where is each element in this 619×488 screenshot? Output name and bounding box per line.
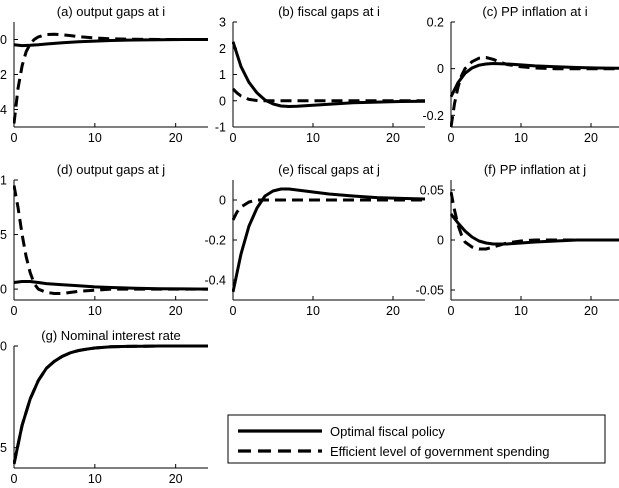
panel-f: (f) PP inflation at j0 10 200.050-0.05 — [416, 162, 619, 318]
panel-title: (a) output gaps at i — [57, 4, 166, 19]
panel-title: (b) fiscal gaps at i — [278, 4, 380, 19]
series-line-efficient — [450, 191, 619, 251]
y-tick-label: 0 — [0, 340, 7, 354]
series-line-efficient — [13, 32, 208, 124]
y-tick-label: 0 — [437, 234, 444, 248]
y-tick-label: 0.05 — [0, 228, 7, 242]
series-line-efficient — [232, 198, 425, 221]
y-tick-label: -0.4 — [0, 103, 7, 117]
x-tick-label: 0 — [11, 304, 18, 318]
series-line-optimal — [13, 38, 208, 48]
x-tick-label: 10 — [88, 472, 102, 486]
panel-title: (c) PP inflation at i — [482, 4, 587, 19]
series-line-optimal — [232, 187, 426, 293]
y-tick-label: 0 — [0, 283, 7, 297]
legend-label-optimal: Optimal fiscal policy — [330, 424, 445, 439]
y-tick-label: 1 — [219, 68, 226, 82]
y-tick-label: -0.4 — [204, 274, 226, 288]
x-tick-label: 10 — [306, 131, 320, 145]
panel-a: (a) output gaps at i 0 10 20 0 -0.2 -0.4 — [0, 4, 208, 145]
legend-label-efficient: Efficient level of government spending — [330, 444, 549, 459]
y-tick-label: 0 — [219, 94, 226, 108]
y-tick-label: 3 — [219, 16, 226, 30]
series-line-optimal — [13, 344, 208, 465]
x-tick-label: 20 — [386, 131, 400, 145]
x-tick-label: 0 — [11, 131, 18, 145]
x-tick-label: 10 — [514, 131, 528, 145]
series-line-efficient — [13, 344, 208, 465]
y-tick-label: -0.2 — [0, 68, 7, 82]
y-tick-label: -0.2 — [204, 234, 226, 248]
panel-d: (d) output gaps at j 0 10 20 0.1 0.05 0 — [0, 162, 209, 318]
panel-title: (f) PP inflation at j — [484, 162, 586, 177]
y-tick-label: 0 — [219, 194, 226, 208]
y-tick-label: 0.2 — [427, 16, 444, 30]
x-tick-label: 0 — [448, 304, 455, 318]
legend: Optimal fiscal policy Efficient level of… — [227, 414, 606, 464]
series-line-efficient — [13, 185, 208, 295]
x-tick-label: 0 — [230, 304, 237, 318]
x-tick-label: 0 — [11, 472, 18, 486]
y-tick-label: -0.05 — [416, 284, 445, 298]
legend-frame — [227, 414, 606, 464]
series-line-optimal — [232, 41, 426, 108]
x-tick-label: 10 — [306, 304, 320, 318]
x-tick-label: 0 — [448, 131, 455, 145]
series-line-efficient — [232, 87, 425, 103]
x-tick-label: 10 — [514, 304, 528, 318]
y-tick-label: 0.1 — [0, 174, 7, 188]
x-tick-label: 20 — [169, 304, 183, 318]
y-tick-label: -0.2 — [422, 109, 444, 123]
x-tick-label: 20 — [169, 131, 183, 145]
x-tick-label: 0 — [230, 131, 237, 145]
series-line-efficient — [450, 56, 619, 128]
x-tick-label: 10 — [88, 304, 102, 318]
y-tick-label: 0 — [0, 33, 7, 47]
panel-e: (e) fiscal gaps at j 0 10 20 0 -0.2 -0.4 — [204, 162, 426, 318]
x-tick-label: 20 — [584, 304, 598, 318]
y-tick-label: 2 — [219, 42, 226, 56]
y-tick-label: 0 — [437, 62, 444, 76]
panel-title: (g) Nominal interest rate — [41, 328, 180, 343]
x-tick-label: 20 — [386, 304, 400, 318]
x-tick-label: 20 — [169, 472, 183, 486]
panel-title: (e) fiscal gaps at j — [278, 162, 380, 177]
y-tick-label: 0.05 — [420, 184, 444, 198]
x-tick-label: 10 — [88, 131, 102, 145]
panel-c: (c) PP inflation at i 0 10 20 0.2 0 -0.2 — [422, 4, 619, 145]
panel-g: (g) Nominal interest rate 0 10 20 0 -0.05 — [0, 328, 208, 486]
x-tick-label: 20 — [584, 131, 598, 145]
y-tick-label: -1 — [215, 121, 226, 135]
y-tick-label: -0.05 — [0, 441, 7, 455]
panel-title: (d) output gaps at j — [57, 162, 166, 177]
